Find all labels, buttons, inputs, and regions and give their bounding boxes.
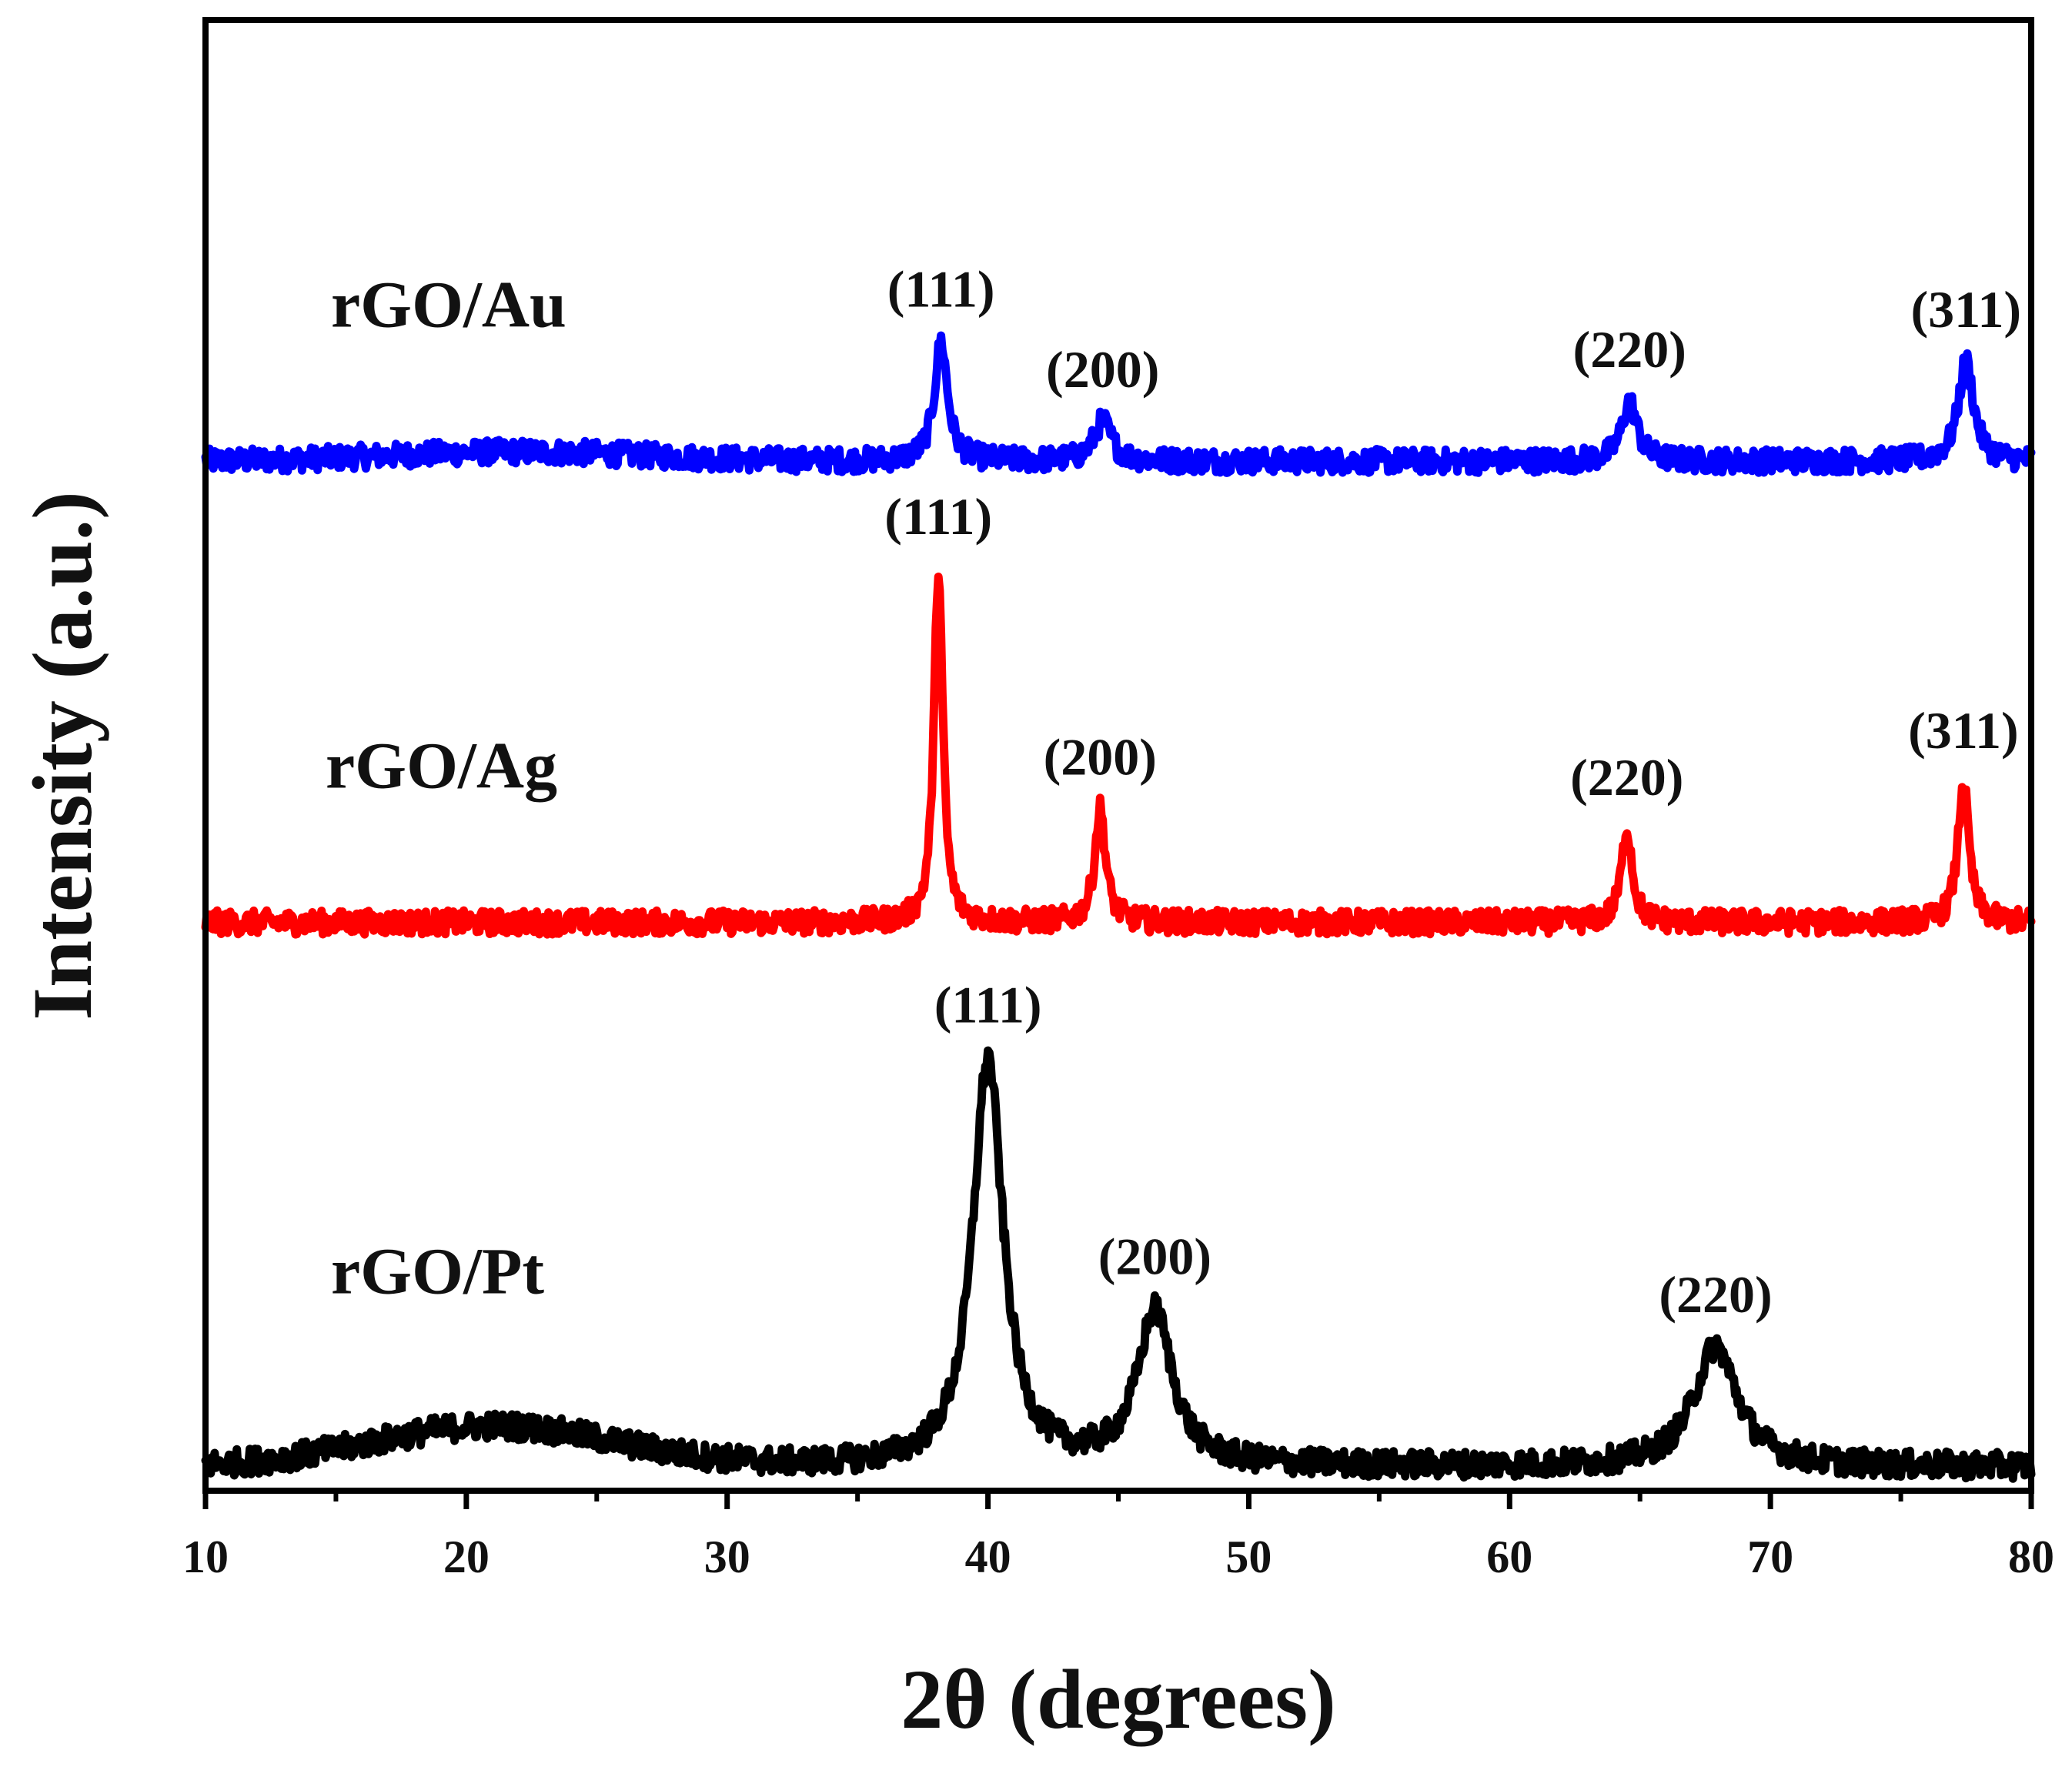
series-line-rgo-au	[201, 331, 2036, 477]
y-axis-title: Intensity (a.u.)	[15, 491, 109, 1020]
x-axis-title: 2θ (degrees)	[901, 1652, 1335, 1746]
series-label-rgo-ag: rGO/Ag	[326, 729, 557, 803]
peak-label-rgo-ag-0: (111)	[884, 487, 992, 546]
plot-series-group	[201, 331, 2036, 1483]
peak-label-rgo-pt-2: (220)	[1659, 1265, 1772, 1324]
peak-label-rgo-ag-2: (220)	[1570, 748, 1683, 807]
series-line-rgo-ag	[201, 573, 2036, 939]
peak-label-rgo-au-1: (200)	[1046, 340, 1159, 399]
x-tick-label: 20	[443, 1532, 490, 1582]
x-tick-label: 50	[1225, 1532, 1272, 1582]
peak-label-rgo-ag-3: (311)	[1908, 701, 2019, 760]
series-label-rgo-au: rGO/Au	[331, 267, 566, 341]
peak-label-rgo-au-0: (111)	[887, 260, 995, 319]
series-line-rgo-pt	[201, 1046, 2036, 1483]
x-tick-label: 60	[1486, 1532, 1532, 1582]
x-ticks-group: 10 20 30 40 50 60 70 80	[182, 1491, 2054, 1582]
peak-label-rgo-au-3: (311)	[1911, 280, 2022, 339]
peak-label-rgo-au-2: (220)	[1573, 320, 1686, 379]
peak-label-rgo-pt-0: (111)	[934, 976, 1042, 1034]
x-tick-label: 80	[2008, 1532, 2054, 1582]
x-tick-label: 10	[182, 1532, 229, 1582]
labels-group: rGO/Au (111) (200) (220) (311) rGO/Ag (111) (20…	[326, 260, 2021, 1324]
x-tick-label: 30	[704, 1532, 750, 1582]
peak-label-rgo-ag-1: (200)	[1044, 728, 1157, 787]
series-label-rgo-pt: rGO/Pt	[331, 1234, 544, 1308]
x-tick-label: 40	[965, 1532, 1011, 1582]
peak-label-rgo-pt-1: (200)	[1098, 1227, 1211, 1285]
x-tick-label: 70	[1747, 1532, 1793, 1582]
